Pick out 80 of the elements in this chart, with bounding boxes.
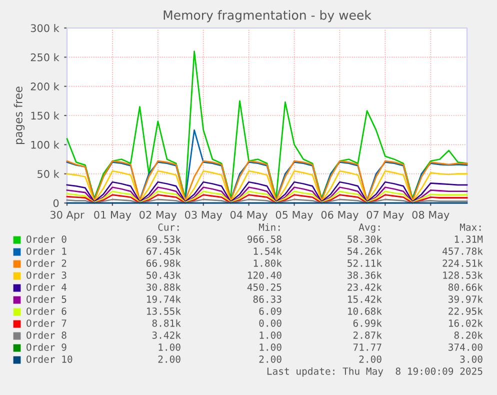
text: Avg: xyxy=(358,224,380,233)
text: 2.00 xyxy=(359,355,382,363)
text: 38.36k xyxy=(348,271,382,279)
text: 128.53k xyxy=(443,271,483,279)
text: 450.25 xyxy=(247,283,282,291)
text: 2.00 xyxy=(158,355,180,363)
legend-label: Order 5 xyxy=(26,295,66,303)
x-tick-label: 01 May xyxy=(94,210,132,221)
text: 30.88k xyxy=(146,283,181,291)
text: 69.53k xyxy=(146,235,181,243)
y-tick-label: 150 k xyxy=(31,112,60,120)
text: 6.99k xyxy=(353,319,382,327)
y-tick-label: 50 k xyxy=(38,170,60,178)
legend-label: Order 2 xyxy=(26,259,66,267)
x-tick-label: 02 May xyxy=(140,210,177,221)
chart-title: Memory fragmentation - by week xyxy=(164,10,372,22)
text: 80.66k xyxy=(448,283,483,291)
legend-label: Order 10 xyxy=(26,355,72,363)
legend-label: Order 7 xyxy=(26,319,66,327)
line-series xyxy=(66,160,468,202)
legend-label: Order 3 xyxy=(26,271,66,279)
text: 2.00 xyxy=(259,355,282,363)
text: 1.00 xyxy=(260,331,282,339)
text: 22.95k xyxy=(448,307,483,315)
line-series xyxy=(66,50,468,200)
text: 67.45k xyxy=(146,247,181,255)
legend-label: Order 1 xyxy=(26,247,66,255)
x-tick-label: 05 May xyxy=(276,210,314,221)
y-tick-label: 300 k xyxy=(30,24,60,32)
text: 15.42k xyxy=(348,295,382,303)
x-tick-label: 03 May xyxy=(185,210,222,221)
text: 3.00 xyxy=(460,355,482,363)
text: 457.78k xyxy=(442,247,483,255)
text: 1.80k xyxy=(254,259,282,267)
text: Min: xyxy=(258,223,280,231)
legend-label: Order 4 xyxy=(26,283,67,291)
y-tick-label: 200 k xyxy=(30,82,60,90)
text: 50.43k xyxy=(146,271,181,279)
text: 1.31M xyxy=(454,235,483,243)
x-tick-label: 08 May xyxy=(412,210,450,221)
text: 3.42k xyxy=(152,331,181,339)
text: 23.42k xyxy=(348,283,382,291)
text: 120.40 xyxy=(248,271,282,279)
y-tick-label: 100 k xyxy=(31,140,60,149)
text: Last update: Thu May 8 19:00:09 2025 xyxy=(267,367,482,377)
text: 1.54k xyxy=(254,247,282,255)
text: 1.00 xyxy=(158,343,180,351)
text: 71.77 xyxy=(353,344,382,351)
legend-label: Order 6 xyxy=(26,307,66,315)
text: 2.87k xyxy=(353,331,382,339)
text: Max: xyxy=(460,224,481,231)
x-tick-label: 07 May xyxy=(366,210,404,221)
y-tick-label: 250 k xyxy=(30,53,60,62)
text: 66.98k xyxy=(146,259,181,267)
y-axis-title: pages free xyxy=(14,86,25,144)
text: 374.00 xyxy=(448,343,482,351)
text: 86.33 xyxy=(253,295,282,303)
text: 224.51k xyxy=(442,259,483,267)
text: 19.74k xyxy=(147,295,181,303)
text: 39.97k xyxy=(448,295,483,303)
legend-label: Order 0 xyxy=(26,235,66,243)
legend-label: Order 8 xyxy=(26,331,66,339)
text: Cur: xyxy=(158,223,179,231)
text: 16.02k xyxy=(449,319,483,327)
text: 0.00 xyxy=(259,319,282,327)
y-tick-label: 0 xyxy=(53,199,59,208)
text: 1.00 xyxy=(260,343,282,351)
text: 8.20k xyxy=(454,331,483,339)
text: 58.30k xyxy=(348,235,382,243)
legend-label: Order 9 xyxy=(26,343,66,351)
x-tick-label: 04 May xyxy=(230,210,268,221)
x-tick-label: 06 May xyxy=(321,210,358,221)
text: 8.81k xyxy=(152,319,181,327)
text: 13.55k xyxy=(147,307,181,315)
text: 54.26k xyxy=(348,247,382,255)
text: 52.11k xyxy=(348,259,382,267)
text: 966.58 xyxy=(247,235,282,243)
text: 10.68k xyxy=(348,307,382,315)
text: 6.09 xyxy=(259,307,282,315)
x-tick-label: 30 Apr xyxy=(50,210,84,221)
